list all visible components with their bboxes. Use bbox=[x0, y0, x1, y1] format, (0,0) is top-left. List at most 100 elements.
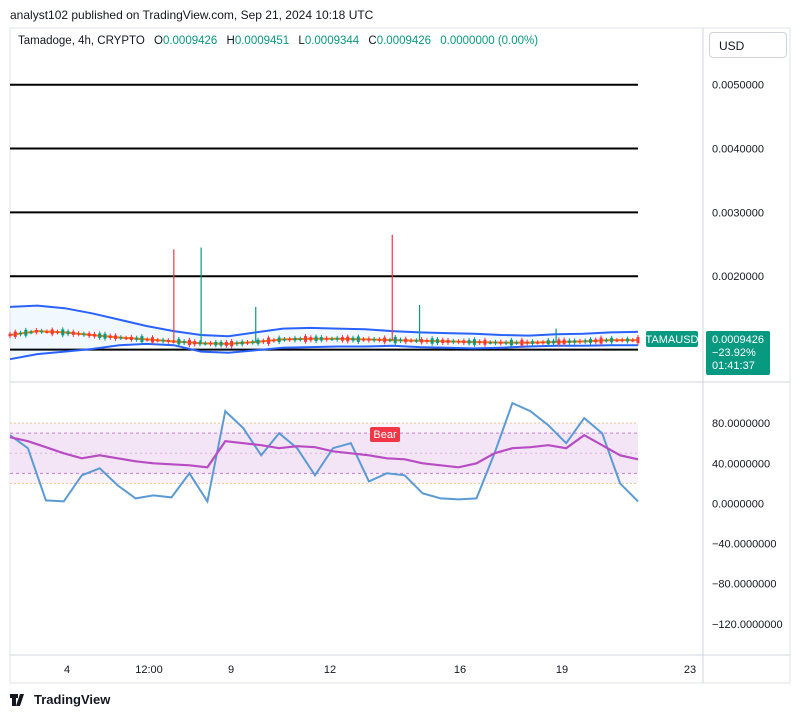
candle-body bbox=[77, 333, 81, 335]
candle-body bbox=[66, 331, 70, 335]
stoch-k-shadow bbox=[9, 402, 639, 503]
candle-body bbox=[631, 339, 635, 342]
candle-body bbox=[620, 339, 624, 342]
chart-frame bbox=[9, 27, 791, 684]
price-axis-tick: 0.0040000 bbox=[712, 144, 764, 156]
candle-body bbox=[40, 330, 44, 333]
candle-body bbox=[567, 340, 571, 343]
candle-body bbox=[362, 339, 366, 341]
candle-body bbox=[451, 340, 455, 343]
bollinger-upper-line bbox=[9, 304, 639, 338]
candle-body bbox=[82, 333, 86, 336]
stoch-pane bbox=[9, 401, 639, 505]
tradingview-wordmark: TradingView bbox=[34, 692, 111, 707]
tradingview-logo[interactable]: TradingView bbox=[10, 692, 110, 707]
candle-body bbox=[251, 341, 255, 344]
candle-body bbox=[610, 337, 614, 343]
candle-body bbox=[488, 342, 492, 344]
candle-body bbox=[309, 337, 313, 341]
publish-header: analyst102 published on TradingView.com,… bbox=[10, 8, 374, 22]
candle-body bbox=[314, 336, 318, 342]
close-label: C bbox=[368, 35, 377, 47]
candle-body bbox=[13, 331, 17, 337]
candle-body bbox=[50, 329, 54, 335]
time-axis-tick: 12:00 bbox=[135, 664, 163, 676]
candle-body bbox=[546, 340, 550, 345]
price-badge: TAMAUSD 0.0009426 −23.92% 01:41:37 bbox=[646, 331, 770, 375]
candle-body bbox=[541, 341, 545, 344]
candle-body bbox=[525, 341, 529, 344]
candle-body bbox=[298, 338, 302, 341]
candle-body bbox=[414, 340, 418, 342]
candle-body bbox=[615, 340, 619, 342]
candle-body bbox=[282, 339, 286, 341]
candle-body bbox=[504, 342, 508, 344]
candle-body bbox=[114, 335, 118, 340]
candle-body bbox=[29, 331, 33, 334]
candle-body bbox=[55, 331, 59, 334]
bear-label-bg bbox=[370, 427, 400, 442]
tradingview-icon bbox=[10, 693, 25, 706]
bear-label: Bear bbox=[373, 429, 397, 441]
stoch-d-line bbox=[9, 433, 639, 469]
stoch-k-line bbox=[9, 401, 639, 505]
low-value: 0.0009344 bbox=[304, 35, 360, 47]
price-badge-price: 0.0009426 bbox=[712, 334, 764, 346]
time-axis-tick: 9 bbox=[228, 664, 234, 676]
time-axis-tick: 23 bbox=[684, 664, 696, 676]
candle-body bbox=[98, 333, 102, 338]
candle-body bbox=[330, 338, 334, 341]
price-badge-change: −23.92% bbox=[712, 347, 756, 359]
stoch-axis-tick: 80.0000000 bbox=[712, 418, 770, 430]
price-axis-tick: 0.0050000 bbox=[712, 80, 764, 92]
candle-body bbox=[604, 339, 608, 342]
candle-body bbox=[103, 333, 107, 339]
candle-body bbox=[135, 337, 139, 340]
candle-body bbox=[166, 340, 170, 342]
open-value: 0.0009426 bbox=[162, 35, 218, 47]
candle-body bbox=[499, 341, 503, 344]
candle-body bbox=[383, 337, 387, 343]
candle-body bbox=[187, 339, 191, 346]
candle-body bbox=[124, 337, 128, 340]
candle-body bbox=[562, 339, 566, 345]
candle-body bbox=[583, 340, 587, 343]
price-pane bbox=[8, 83, 640, 361]
open-label: O bbox=[153, 35, 163, 47]
stoch-inner-band bbox=[10, 433, 638, 474]
candle-body bbox=[182, 341, 186, 344]
candle-body bbox=[420, 339, 424, 343]
candle-body bbox=[71, 331, 75, 335]
candle-body bbox=[520, 339, 524, 346]
candle-body bbox=[335, 337, 339, 340]
stoch-axis-tick: −120.0000000 bbox=[712, 619, 783, 631]
price-badge-countdown: 01:41:37 bbox=[712, 360, 755, 372]
candle-body bbox=[150, 337, 154, 343]
candle-body bbox=[108, 335, 112, 338]
candle-body bbox=[198, 341, 202, 345]
time-axis-tick: 4 bbox=[64, 664, 70, 676]
time-axis-tick: 16 bbox=[454, 664, 466, 676]
candle-body bbox=[209, 342, 213, 345]
candle-body bbox=[446, 339, 450, 343]
candle-body bbox=[172, 341, 176, 343]
candle-body bbox=[483, 339, 487, 345]
price-axis-tick: 0.0020000 bbox=[712, 271, 764, 283]
bear-signal: Bear bbox=[370, 427, 400, 442]
change-value: 0.0000000 (0.00%) bbox=[440, 35, 539, 47]
candle-body bbox=[377, 339, 381, 341]
candle-body bbox=[8, 333, 12, 337]
candle-body bbox=[156, 339, 160, 342]
high-value: 0.0009451 bbox=[234, 35, 290, 47]
candle-body bbox=[24, 329, 28, 336]
candle-body bbox=[636, 337, 640, 344]
candle-body bbox=[494, 341, 498, 344]
candle-body bbox=[457, 341, 461, 343]
candle-body bbox=[256, 339, 260, 344]
candle-body bbox=[388, 339, 392, 342]
candle-body bbox=[441, 339, 445, 343]
currency-button[interactable]: USD bbox=[709, 32, 787, 58]
candle-body bbox=[578, 340, 582, 343]
candle-body bbox=[293, 337, 297, 341]
